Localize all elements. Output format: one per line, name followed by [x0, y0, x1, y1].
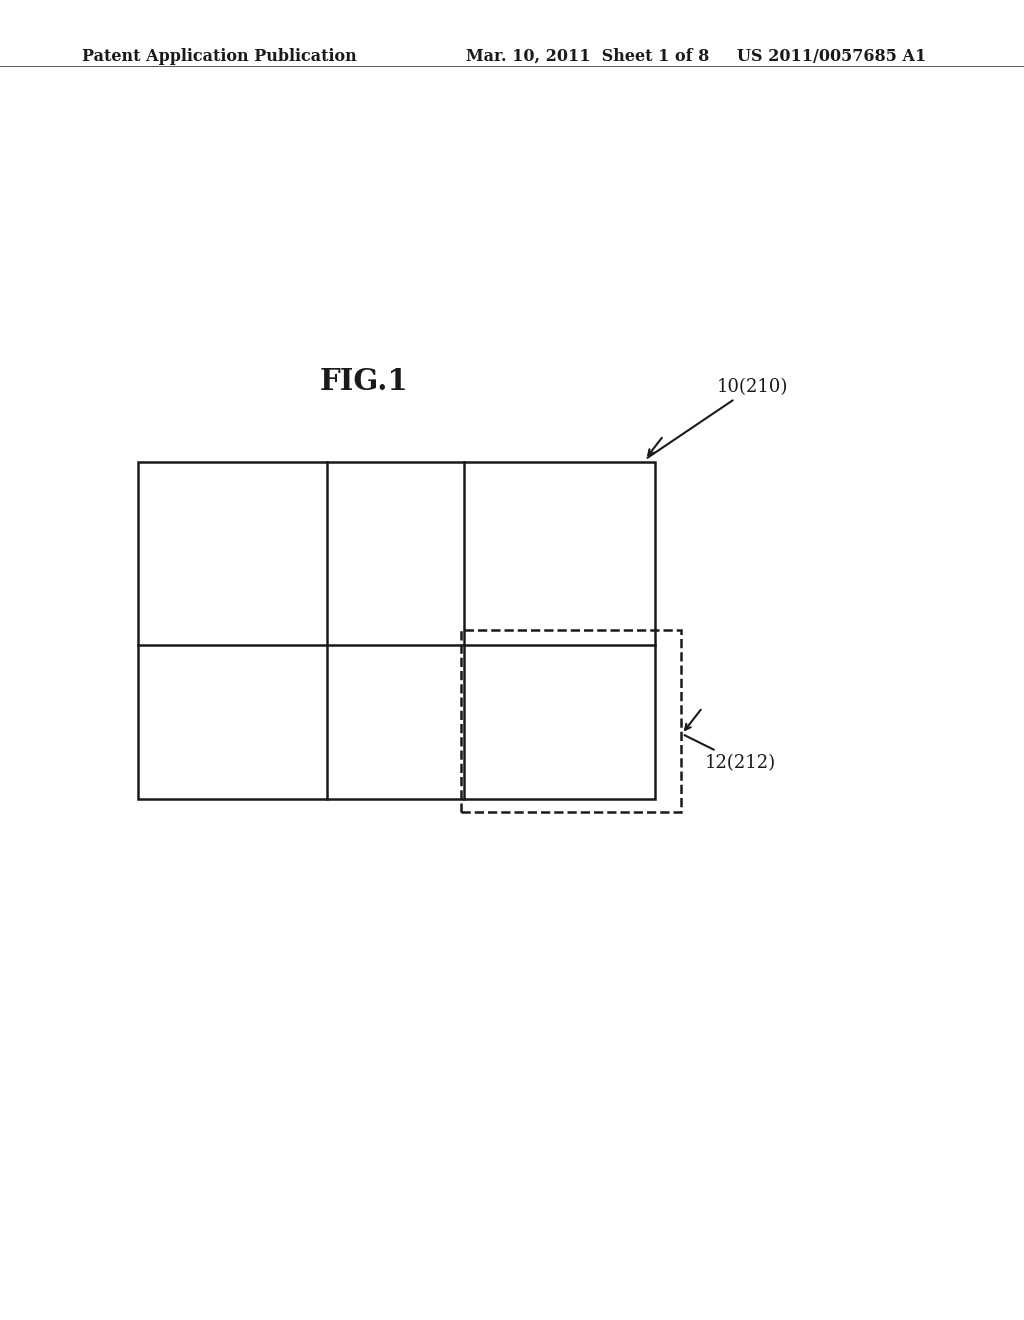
Bar: [461, 630, 681, 812]
Text: 12(212): 12(212): [684, 735, 775, 772]
Text: 10(210): 10(210): [647, 378, 788, 458]
Text: US 2011/0057685 A1: US 2011/0057685 A1: [737, 48, 927, 65]
Text: Mar. 10, 2011  Sheet 1 of 8: Mar. 10, 2011 Sheet 1 of 8: [466, 48, 710, 65]
Text: FIG.1: FIG.1: [319, 367, 408, 396]
Text: Patent Application Publication: Patent Application Publication: [82, 48, 356, 65]
Bar: [138, 462, 655, 799]
